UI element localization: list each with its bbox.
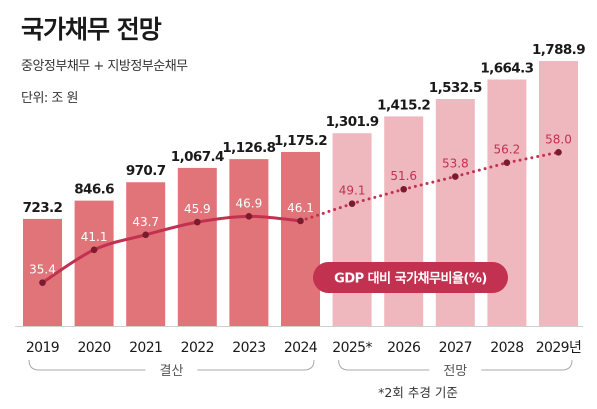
x-tick-2025*: 2025* bbox=[332, 340, 372, 356]
chart-subtitle: 중앙정부채무 + 지방정부순채무 bbox=[21, 59, 188, 74]
ratio-dot-2020 bbox=[90, 246, 98, 254]
x-tick-2023: 2023 bbox=[232, 340, 265, 356]
value-label-2025*: 1,301.9 bbox=[326, 114, 379, 130]
value-label-2028: 1,664.3 bbox=[480, 61, 533, 77]
ratio-dot-2024 bbox=[297, 217, 304, 225]
ratio-dot-2021 bbox=[142, 231, 149, 239]
ratio-dot-2026 bbox=[400, 185, 408, 193]
group-label-2: 전망 bbox=[443, 364, 467, 379]
value-label-2022: 1,067.4 bbox=[171, 149, 224, 165]
x-tick-2020: 2020 bbox=[77, 340, 110, 356]
ratio-dot-2028 bbox=[503, 159, 511, 167]
value-label-2019: 723.2 bbox=[23, 200, 63, 216]
unit-label: 단위: 조 원 bbox=[21, 91, 79, 106]
footnote: *2회 추경 기준 bbox=[378, 385, 458, 400]
chart-title: 국가채무 전망 bbox=[21, 15, 162, 44]
ratio-label-2024: 46.1 bbox=[287, 201, 314, 215]
ratio-label-2028: 56.2 bbox=[494, 143, 521, 157]
value-label-2023: 1,126.8 bbox=[222, 140, 275, 156]
value-label-2026: 1,415.2 bbox=[377, 97, 430, 113]
ratio-dot-2019 bbox=[39, 279, 46, 286]
ratio-dot-2022 bbox=[194, 218, 201, 226]
series-badge bbox=[313, 262, 508, 293]
ratio-label-2027: 53.8 bbox=[442, 157, 469, 171]
ratio-line-forecast bbox=[299, 150, 560, 223]
ratio-label-2023: 46.9 bbox=[236, 196, 263, 210]
bar-2022 bbox=[177, 167, 217, 326]
bar-2021 bbox=[126, 182, 166, 326]
bar-2025* bbox=[332, 133, 372, 326]
x-tick-2022: 2022 bbox=[181, 340, 214, 356]
x-tick-2024: 2024 bbox=[284, 340, 318, 356]
x-tick-2026: 2026 bbox=[387, 340, 421, 356]
group-label-1: 결산 bbox=[160, 364, 184, 379]
ratio-line-actual bbox=[41, 214, 302, 285]
series-badge-label: GDP 대비 국가채무비율(%) bbox=[334, 271, 487, 287]
group-bracket-2 bbox=[338, 359, 573, 371]
ratio-dot-2025* bbox=[348, 200, 356, 207]
value-label-2027: 1,532.5 bbox=[429, 80, 482, 96]
bar-2024 bbox=[281, 151, 320, 326]
group-bracket-1 bbox=[28, 359, 315, 371]
value-label-2029년: 1,788.9 bbox=[532, 42, 585, 58]
bar-2026 bbox=[384, 116, 424, 327]
ratio-label-2025*: 49.1 bbox=[339, 184, 366, 198]
ratio-label-2029년: 58.0 bbox=[545, 132, 572, 146]
ratio-label-2019: 35.4 bbox=[29, 263, 56, 277]
ratio-label-2021: 43.7 bbox=[132, 215, 159, 229]
ratio-dot-2027 bbox=[452, 173, 459, 180]
ratio-dot-2023 bbox=[245, 213, 253, 220]
ratio-label-2022: 45.9 bbox=[184, 202, 211, 216]
value-label-2021: 970.7 bbox=[126, 163, 166, 179]
x-tick-2027: 2027 bbox=[439, 340, 472, 356]
x-tick-2021: 2021 bbox=[129, 340, 162, 356]
ratio-label-2026: 51.6 bbox=[390, 169, 417, 183]
bar-2023 bbox=[229, 159, 269, 326]
value-label-2020: 846.6 bbox=[74, 182, 114, 198]
ratio-dot-2029년 bbox=[555, 149, 562, 156]
value-label-2024: 1,175.2 bbox=[274, 133, 327, 149]
x-tick-2019: 2019 bbox=[26, 340, 59, 356]
x-tick-2029년: 2029년 bbox=[536, 340, 582, 356]
bar-2029년 bbox=[539, 61, 578, 327]
ratio-label-2020: 41.1 bbox=[81, 230, 108, 244]
x-tick-2028: 2028 bbox=[490, 340, 523, 356]
bar-2020 bbox=[74, 200, 114, 326]
